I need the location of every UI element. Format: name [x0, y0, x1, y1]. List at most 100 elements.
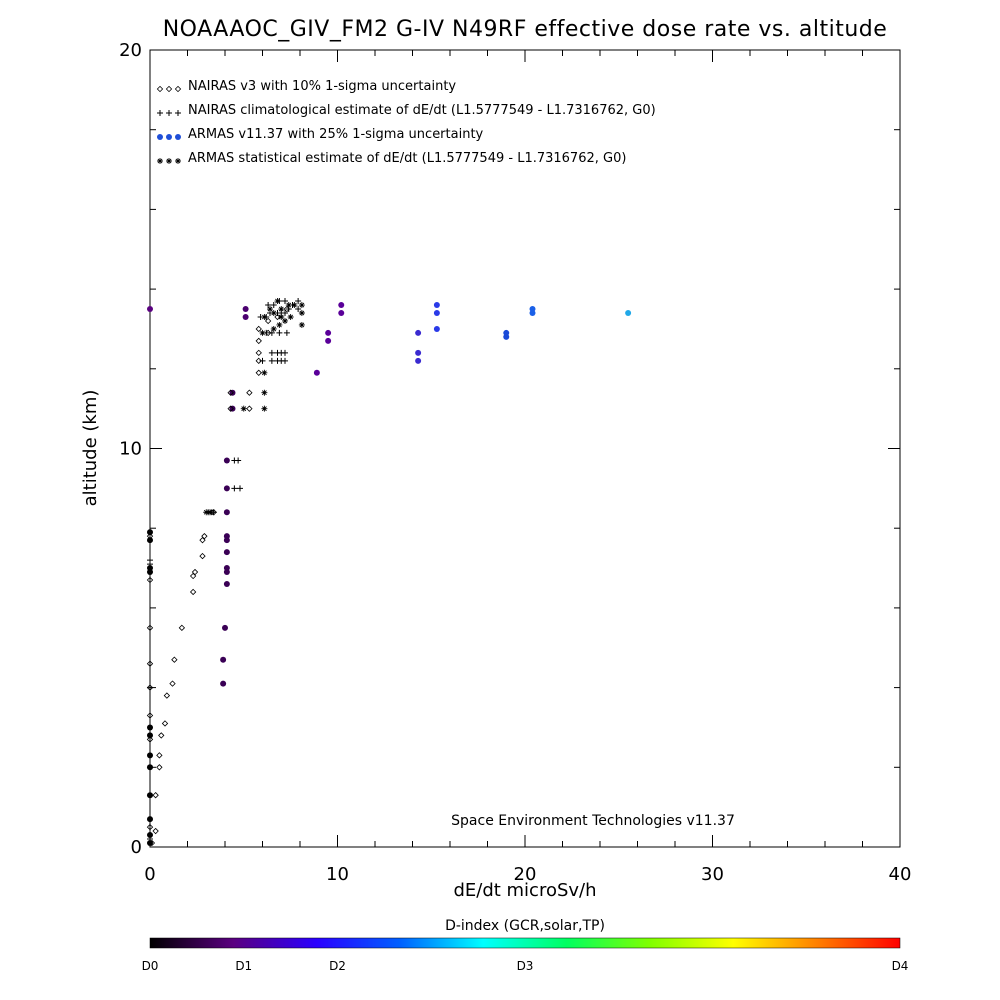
- nairas-point: [156, 752, 163, 759]
- armas-point: [223, 549, 230, 556]
- armas-stat-point: [282, 317, 288, 324]
- nairas-point: [156, 764, 163, 771]
- armas-point: [223, 565, 230, 572]
- x-tick-label: 20: [514, 864, 537, 885]
- nairas-point: [201, 533, 208, 540]
- nairas-clim-point: [237, 485, 243, 492]
- armas-stat-point: [285, 302, 292, 309]
- nairas-point: [146, 764, 154, 771]
- armas-stat-point: [203, 509, 210, 516]
- armas-stat-point: [298, 310, 305, 317]
- nairas-point: [174, 85, 182, 93]
- legend-dot: [175, 134, 181, 140]
- nairas-clim-point: [282, 349, 288, 356]
- armas-point: [415, 357, 422, 364]
- armas-point: [223, 457, 230, 464]
- legend-dot: [166, 134, 172, 140]
- nairas-clim-point: [231, 485, 238, 492]
- armas-point: [147, 840, 153, 847]
- legend-label: NAIRAS climatological estimate of dE/dt …: [188, 103, 656, 118]
- armas-stat-point: [276, 321, 283, 328]
- armas-stat-point: [175, 158, 181, 164]
- armas-stat-point: [259, 329, 266, 336]
- nairas-clim-point: [157, 110, 163, 116]
- armas-point: [147, 569, 153, 576]
- x-tick-label: 30: [701, 864, 724, 885]
- chart-title: NOAAAOC_GIV_FM2 G-IV N49RF effective dos…: [163, 17, 888, 42]
- nairas-point: [274, 313, 281, 321]
- armas-stat-point: [261, 405, 268, 412]
- nairas-point: [169, 680, 176, 687]
- armas-point: [147, 537, 153, 544]
- nairas-clim-point: [235, 457, 242, 464]
- armas-point: [415, 349, 422, 356]
- nairas-point: [163, 692, 171, 699]
- legend-label: ARMAS statistical estimate of dE/dt (L1.…: [188, 151, 626, 166]
- x-tick-label: 40: [889, 864, 912, 885]
- armas-point: [147, 724, 153, 731]
- nairas-clim-point: [147, 836, 153, 843]
- nairas-clim-point: [259, 357, 266, 364]
- armas-point: [242, 306, 249, 313]
- nairas-clim-point: [175, 110, 181, 116]
- colorbar-label: D4: [892, 959, 909, 973]
- nairas-point: [146, 576, 154, 584]
- armas-point: [223, 509, 230, 516]
- armas-stat-point: [261, 369, 268, 376]
- legend-item: ARMAS statistical estimate of dE/dt (L1.…: [157, 151, 626, 166]
- nairas-clim-point: [282, 298, 288, 305]
- nairas-point: [246, 405, 253, 412]
- armas-point: [147, 306, 153, 313]
- nairas-point: [255, 325, 262, 333]
- credit-annotation: Space Environment Technologies v11.37: [451, 813, 735, 829]
- nairas-point: [227, 389, 234, 396]
- armas-point: [147, 832, 153, 839]
- legend-item: NAIRAS climatological estimate of dE/dt …: [157, 103, 656, 118]
- armas-stat-point: [261, 313, 268, 320]
- x-tick-label: 0: [144, 864, 155, 885]
- armas-stat-point: [157, 158, 163, 164]
- armas-point: [529, 306, 536, 313]
- legend-item: NAIRAS v3 with 10% 1-sigma uncertainty: [156, 79, 456, 94]
- armas-point: [222, 624, 228, 631]
- nairas-point: [189, 588, 197, 596]
- colorbar-label: D2: [329, 959, 346, 973]
- armas-point: [147, 816, 153, 823]
- nairas-clim-point: [276, 329, 283, 336]
- nairas-point: [146, 792, 154, 799]
- data-marks: [146, 298, 632, 847]
- nairas-point: [146, 660, 154, 667]
- armas-stat-point: [278, 306, 285, 313]
- nairas-point: [171, 656, 178, 663]
- nairas-point: [255, 357, 262, 364]
- nairas-clim-point: [295, 306, 302, 313]
- colorbar-title: D-index (GCR,solar,TP): [445, 918, 605, 934]
- armas-point: [223, 580, 230, 587]
- armas-point: [147, 732, 153, 739]
- nairas-point: [227, 405, 234, 412]
- colorbar-label: D3: [517, 959, 534, 973]
- armas-point: [313, 369, 320, 376]
- armas-point: [223, 485, 230, 492]
- armas-point: [415, 329, 422, 336]
- nairas-clim-point: [147, 684, 153, 691]
- nairas-clim-point: [268, 357, 275, 364]
- nairas-point: [199, 552, 206, 560]
- nairas-point: [165, 85, 173, 93]
- nairas-point: [146, 712, 154, 719]
- armas-stat-point: [287, 313, 294, 320]
- armas-stat-point: [291, 302, 298, 309]
- armas-point: [229, 405, 236, 412]
- nairas-point: [146, 533, 154, 540]
- colorbar-label: D1: [235, 959, 252, 973]
- armas-point: [433, 302, 440, 309]
- colorbar-labels: D0 D1 D2 D3 D4: [142, 959, 909, 973]
- x-tick-label: 10: [326, 864, 349, 885]
- nairas-point: [158, 732, 165, 739]
- armas-stat-point: [267, 306, 273, 313]
- legend-label: ARMAS v11.37 with 25% 1-sigma uncertaint…: [188, 127, 484, 142]
- x-axis-label: dE/dt microSv/h: [453, 880, 596, 901]
- armas-point: [433, 325, 440, 332]
- legend-label: NAIRAS v3 with 10% 1-sigma uncertainty: [188, 79, 456, 94]
